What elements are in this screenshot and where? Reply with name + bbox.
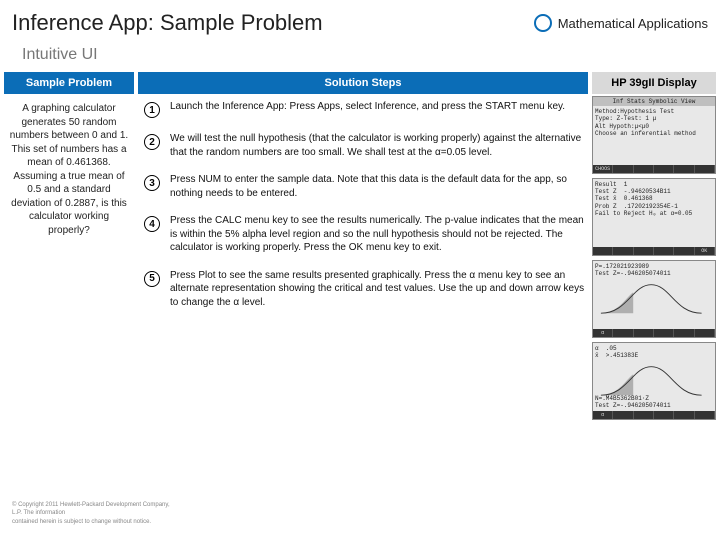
step-number: 3 [144,175,160,191]
calc-line: Prob Z .17202192354E-1 [595,203,713,210]
softkey [654,411,674,419]
step-item: 5 Press Plot to see the same results pres… [138,269,588,310]
col-header-left: Sample Problem [4,72,134,94]
softkey-bar: OK [593,247,715,255]
softkey [695,165,715,173]
calc-screen: P=.172021923989Test Z=-.946205074011 α [592,260,716,338]
softkey: α [593,329,613,337]
step-text: We will test the null hypothesis (that t… [170,132,588,159]
step-text: Press Plot to see the same results prese… [170,269,588,310]
calc-line: Test Z -.94620534B11 [595,188,713,195]
step-item: 2 We will test the null hypothesis (that … [138,132,588,159]
problem-text: A graphing calculator generates 50 rando… [4,94,134,245]
step-text: Press NUM to enter the sample data. Note… [170,173,588,200]
columns: Sample Problem A graphing calculator gen… [0,72,720,420]
col-right: HP 39gII Display Inf Stats Symbolic View… [592,72,716,420]
calc-line: Method:Hypothesis Test [595,108,713,115]
softkey [613,329,633,337]
subtitle: Intuitive UI [0,40,720,72]
category-label: Mathematical Applications [558,16,708,31]
calc-screen: Inf Stats Symbolic View Method:Hypothesis… [592,96,716,174]
steps-list: 1 Launch the Inference App: Press Apps, s… [138,100,588,309]
softkey [674,411,694,419]
softkey [654,247,674,255]
calc-bottom-text: N=.M4B5362B01·ZTest Z=-.946205074011 [595,395,671,409]
col-mid: Solution Steps 1 Launch the Inference App… [138,72,588,420]
step-item: 1 Launch the Inference App: Press Apps, s… [138,100,588,118]
softkey [613,165,633,173]
softkey: CHOOS [593,165,613,173]
calc-line: P=.172021923989 [595,263,713,270]
calc-line: Choose an inferential method [595,130,713,137]
softkey [634,329,654,337]
step-number: 2 [144,134,160,150]
step-number: 5 [144,271,160,287]
softkey [674,247,694,255]
calc-line: α .05 [595,345,713,352]
calc-header: Inf Stats Symbolic View [593,97,715,106]
calc-screen: α .05x̄ >.451383E N=.M4B5362B01·ZTest Z=-… [592,342,716,420]
calc-screen: Result 1Test Z -.94620534B11Test x̄ 0.46… [592,178,716,256]
calc-line: Type: Z-Test: 1 μ [595,115,713,122]
softkey [634,247,654,255]
calc-line: x̄ >.451383E [595,352,713,359]
circle-icon [534,14,552,32]
softkey [613,247,633,255]
softkey-bar: CHOOS [593,165,715,173]
softkey [654,165,674,173]
softkey [634,411,654,419]
step-text: Launch the Inference App: Press Apps, se… [170,100,565,118]
softkey-bar: α [593,411,715,419]
copyright-line2: contained herein is subject to change wi… [12,518,172,526]
col-left: Sample Problem A graphing calculator gen… [4,72,134,420]
calc-stack: Inf Stats Symbolic View Method:Hypothesis… [592,94,716,420]
bell-curve-icon [599,361,704,399]
softkey [674,329,694,337]
col-header-mid: Solution Steps [138,72,588,94]
page-title: Inference App: Sample Problem [12,10,534,36]
softkey [593,247,613,255]
calc-line: Test x̄ 0.461368 [595,195,713,202]
softkey: α [593,411,613,419]
step-item: 4 Press the CALC menu key to see the resu… [138,214,588,255]
calc-line: Test Z=-.946205074011 [595,270,713,277]
step-item: 3 Press NUM to enter the sample data. Not… [138,173,588,200]
bell-curve-icon [599,279,704,317]
step-number: 1 [144,102,160,118]
softkey [613,411,633,419]
calc-line: Alt Hypoth:μ<μ0 [595,123,713,130]
step-text: Press the CALC menu key to see the resul… [170,214,588,255]
title-bar: Inference App: Sample Problem Mathematic… [0,0,720,40]
softkey [695,329,715,337]
softkey: OK [695,247,715,255]
copyright-line1: © Copyright 2011 Hewlett-Packard Develop… [12,501,172,518]
softkey [695,411,715,419]
softkey-bar: α [593,329,715,337]
calc-line: Result 1 [595,181,713,188]
col-header-right: HP 39gII Display [592,72,716,94]
softkey [654,329,674,337]
calc-line: Fail to Reject H₀ at α=0.05 [595,210,713,217]
footer: © Copyright 2011 Hewlett-Packard Develop… [12,501,172,526]
softkey [674,165,694,173]
softkey [634,165,654,173]
step-number: 4 [144,216,160,232]
